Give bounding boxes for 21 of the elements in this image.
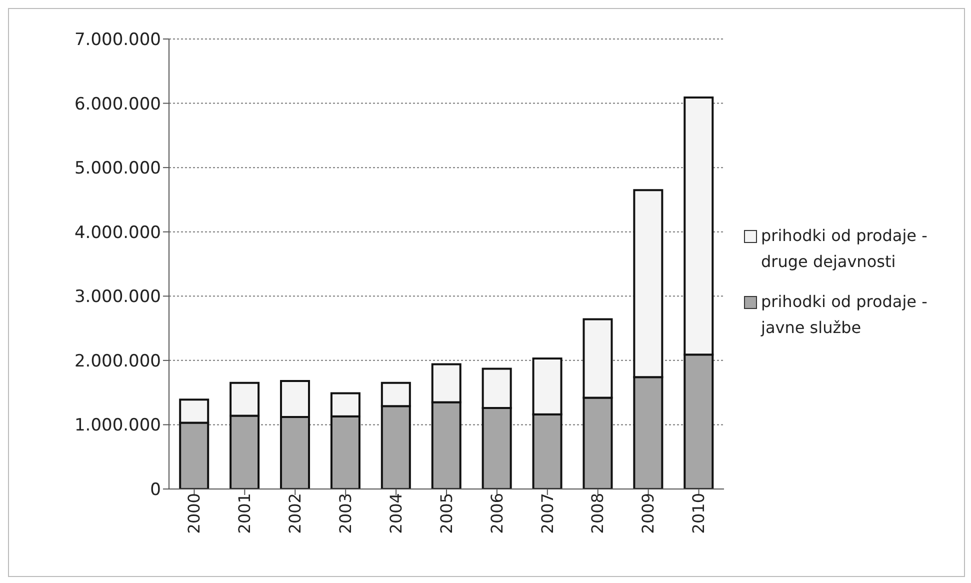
x-tick-label: 2003: [336, 493, 355, 534]
y-tick-label: 1.000.000: [74, 416, 161, 436]
x-tick-label: 2009: [638, 493, 658, 534]
x-tick-label: 2002: [285, 493, 304, 534]
legend-label: prihodki od prodaje - javne službe: [761, 291, 928, 339]
x-tick-label: 2004: [386, 493, 406, 534]
y-tick-label: 0: [150, 480, 161, 500]
y-tick-label: 6.000.000: [74, 94, 161, 114]
y-tick-label: 2.000.000: [74, 351, 161, 372]
x-tick-label: 2000: [184, 493, 204, 534]
x-tick-label: 2006: [487, 493, 506, 534]
x-tick-label: 2007: [538, 493, 557, 534]
y-tick-label: 4.000.000: [74, 222, 161, 243]
x-tick-label: 2008: [588, 493, 608, 534]
text: prihodki od prodaje - druge dejavnosti: [761, 225, 928, 273]
y-tick-label: 3.000.000: [74, 287, 161, 308]
y-tick-label: 7.000.000: [74, 30, 161, 50]
x-tick-label: 2001: [235, 493, 254, 534]
x-tick-label: 2010: [689, 493, 708, 534]
y-tick-label: 5.000.000: [74, 158, 161, 179]
x-tick-label: 2005: [436, 493, 456, 534]
